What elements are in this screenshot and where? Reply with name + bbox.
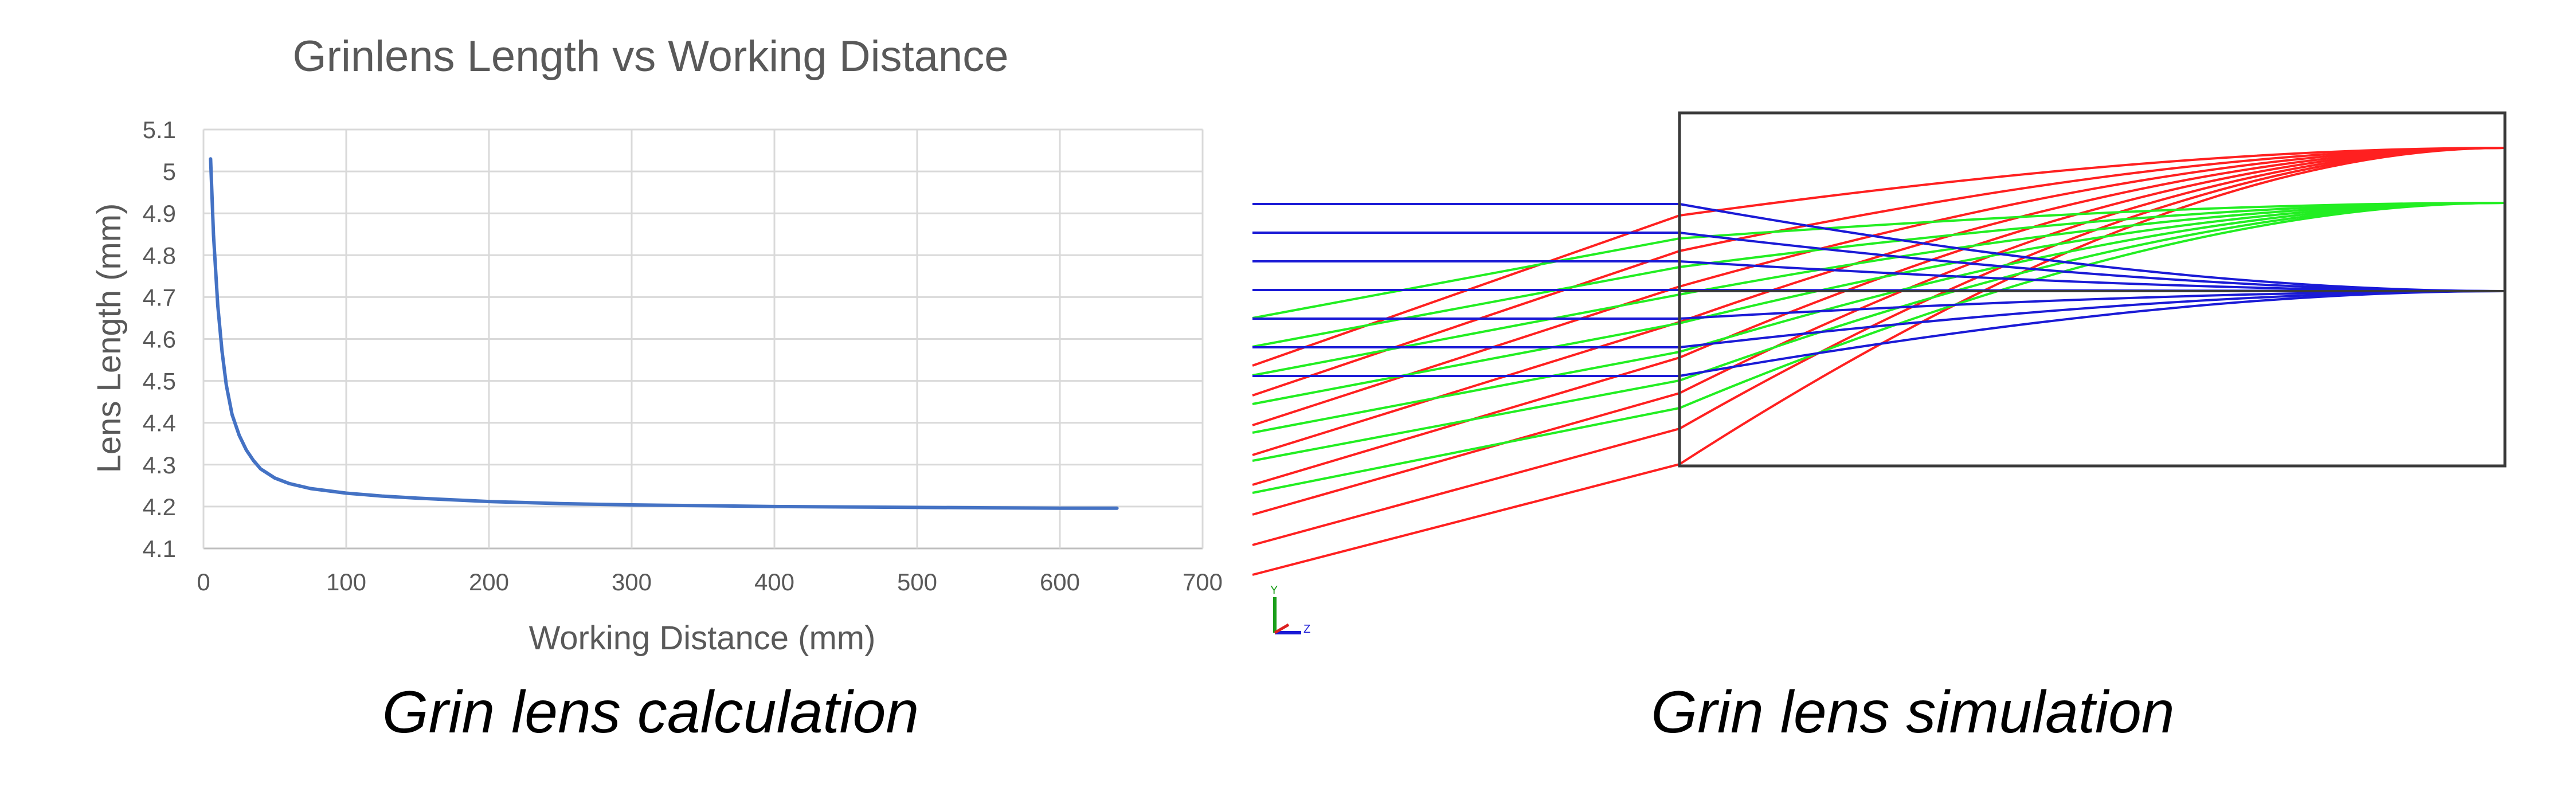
coordinate-axes-icon: Y Z xyxy=(1270,584,1310,636)
left-caption: Grin lens calculation xyxy=(382,679,919,746)
x-tick-label: 600 xyxy=(1040,569,1080,595)
x-axis-label: Working Distance (mm) xyxy=(529,620,876,657)
green-ray-bundle xyxy=(1252,202,2505,494)
series-line xyxy=(209,157,1119,510)
y-axis-label: Lens Length (mm) xyxy=(91,203,128,473)
chart-gridlines xyxy=(202,128,1204,550)
green-ray xyxy=(1252,202,2505,319)
y-tick-label: 5 xyxy=(163,158,176,185)
red-ray xyxy=(1252,147,2505,367)
y-tick-label: 4.3 xyxy=(143,452,176,479)
x-tick-label: 100 xyxy=(326,569,366,595)
x-axis-arrow xyxy=(1274,623,1290,634)
y-tick-label: 5.1 xyxy=(143,116,176,143)
x-tick-label: 0 xyxy=(197,569,210,595)
y-tick-label: 4.4 xyxy=(143,410,176,437)
chart-title: Grinlens Length vs Working Distance xyxy=(293,32,1009,81)
x-tick-label: 500 xyxy=(897,569,937,595)
x-tick-labels: 0 100 200 300 400 500 600 700 xyxy=(197,569,1223,595)
y-tick-label: 4.9 xyxy=(143,200,176,227)
y-tick-label: 4.6 xyxy=(143,326,176,353)
x-tick-label: 400 xyxy=(754,569,794,595)
blue-ray xyxy=(1252,290,2505,377)
x-tick-label: 700 xyxy=(1183,569,1223,595)
y-tick-label: 4.2 xyxy=(143,493,176,520)
red-ray xyxy=(1252,147,2505,486)
y-tick-labels: 4.1 4.2 4.3 4.4 4.5 4.6 4.7 4.8 4.9 5 5.1 xyxy=(143,116,176,562)
y-tick-label: 4.1 xyxy=(143,535,176,562)
y-tick-label: 4.5 xyxy=(143,368,176,395)
right-caption: Grin lens simulation xyxy=(1651,679,2174,746)
grin-lens-outline xyxy=(1678,111,2507,468)
ray-trace-simulation: Y Z xyxy=(1252,111,2507,636)
x-tick-label: 200 xyxy=(469,569,509,595)
lens-length-chart: Grinlens Length vs Working Distance 4.14… xyxy=(91,32,1223,657)
y-tick-label: 4.8 xyxy=(143,242,176,269)
y-axis-letter: Y xyxy=(1270,584,1278,597)
x-tick-label: 300 xyxy=(612,569,652,595)
y-tick-label: 4.7 xyxy=(143,284,176,311)
z-axis-letter: Z xyxy=(1303,623,1310,636)
